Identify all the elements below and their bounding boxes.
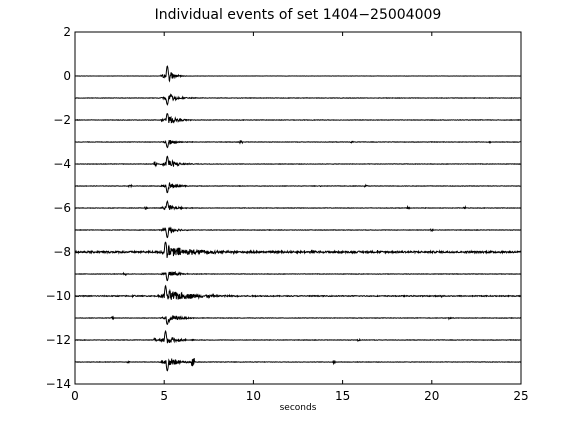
trace-13 [74,329,522,344]
trace-4 [74,139,522,149]
trace-10 [74,270,522,282]
trace-3 [74,113,522,124]
y-tick-label: −12 [46,333,71,347]
y-tick-label: −8 [53,245,71,259]
x-tick-label: 5 [160,389,168,403]
trace-6 [74,182,522,194]
x-tick-label: 20 [424,389,439,403]
y-tick-label: 2 [63,25,71,39]
trace-8 [74,226,522,239]
trace-12 [74,315,522,326]
trace-7 [74,199,522,211]
trace-14 [74,357,522,372]
x-axis-label: seconds [279,403,317,413]
x-tick-label: 25 [513,389,528,403]
y-tick-label: −6 [53,201,71,215]
y-tick-label: −2 [53,113,71,127]
y-tick-label: −10 [46,289,71,303]
x-tick-label: 0 [71,389,79,403]
trace-2 [74,93,522,106]
traces-layer [74,65,522,372]
trace-5 [74,155,522,168]
trace-9 [74,241,522,258]
y-tick-label: −14 [46,377,71,391]
x-tick-label: 10 [246,389,261,403]
y-tick-label: 0 [63,69,71,83]
chart-title: Individual events of set 1404−25004009 [154,7,442,23]
y-tick-label: −4 [53,157,71,171]
trace-11 [74,284,522,300]
x-tick-label: 15 [335,389,350,403]
trace-1 [74,65,522,83]
